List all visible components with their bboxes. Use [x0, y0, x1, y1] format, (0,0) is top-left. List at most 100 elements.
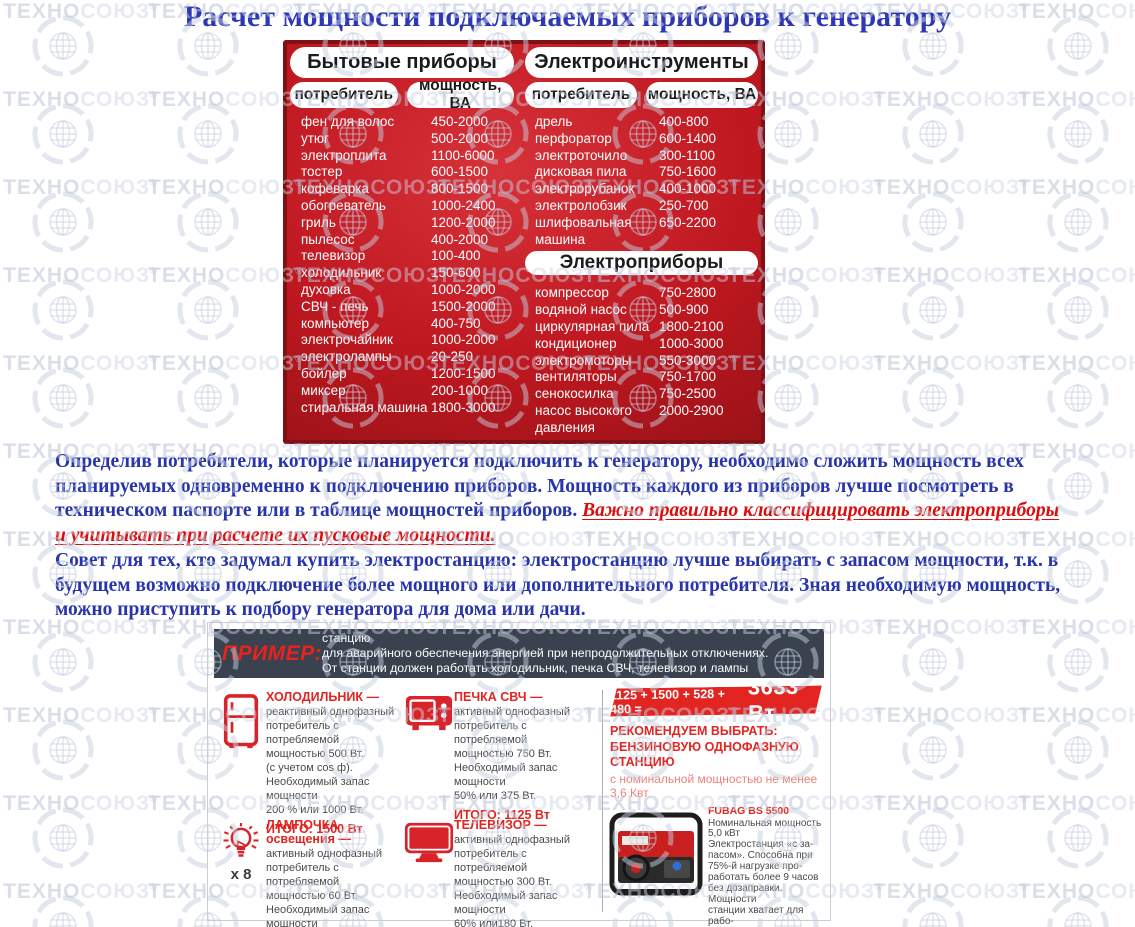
row-consumer: утюг	[301, 130, 329, 146]
watermark-text: ТЕХНОСОЮЗ®	[873, 880, 1029, 903]
generator-image	[606, 805, 706, 927]
column-divider	[602, 690, 603, 912]
row-consumer: миксер	[301, 382, 346, 398]
table-row: духовка 1000-2000	[290, 282, 514, 299]
row-consumer: электромоторы	[535, 352, 632, 368]
watermark-globe-icon	[901, 806, 965, 870]
row-power-range: 1100-6000	[431, 147, 495, 163]
table-row: циркулярная пила 1800-2100	[525, 319, 758, 336]
sum-formula: 1125 + 1500 + 528 + 480 =	[609, 686, 726, 717]
watermark-text: ТЕХНОСОЮЗ®	[3, 352, 159, 375]
watermark-text: ТЕХНОСОЮЗ®	[3, 792, 159, 815]
watermark-text: ТЕХНОСОЮЗ®	[3, 880, 159, 903]
row-consumer: шлифовальная машина	[535, 214, 632, 247]
watermark-globe-icon	[31, 718, 95, 782]
table-row: бойлер 1200-1500	[290, 366, 514, 383]
paragraph-advice-2: Совет для тех, кто задумал купить электр…	[55, 550, 1061, 621]
consumer-subheader: потребитель	[290, 82, 398, 108]
sum-result: 3633 Вт	[747, 673, 799, 726]
table-row: обогреватель 1000-2400	[290, 198, 514, 215]
item-description: активный однофазный потребитель с потреб…	[454, 706, 570, 802]
watermark-text: ТЕХНОСОЮЗ®	[1018, 176, 1135, 199]
row-power-range: 1000-3000	[659, 335, 724, 351]
table-row: электрочайник 1000-2000	[290, 332, 514, 349]
row-power-range: 750-2500	[659, 386, 717, 402]
row-power-range: 1000-2000	[431, 332, 496, 348]
watermark-text: ТЕХНОСОЮЗ®	[1018, 792, 1135, 815]
row-consumer: электролобзик	[535, 197, 627, 213]
watermark-globe-icon	[1046, 278, 1110, 342]
household-subheaders: потребитель мощность, ВА	[290, 77, 514, 112]
watermark-globe-icon	[1046, 630, 1110, 694]
row-consumer: кондиционер	[535, 335, 617, 351]
row-power-range: 300-1100	[659, 147, 716, 163]
row-consumer: дисковая пила	[535, 164, 627, 180]
watermark-globe-icon	[901, 102, 965, 166]
watermark-globe-icon	[1046, 894, 1110, 927]
watermark-globe-icon	[31, 102, 95, 166]
row-power-range: 750-1600	[659, 164, 717, 180]
row-consumer: электроплита	[301, 147, 387, 163]
watermark-globe-icon	[901, 630, 965, 694]
row-consumer: компрессор	[535, 285, 609, 301]
watermark-globe-icon	[176, 366, 240, 430]
watermark-globe-icon	[1046, 718, 1110, 782]
watermark-globe-icon	[31, 190, 95, 254]
row-power-range: 100-400	[431, 248, 481, 264]
row-power-range: 1000-2000	[431, 281, 496, 297]
table-row: утюг 500-2000	[290, 131, 514, 148]
item-title: ЛАМПОЧКА освещения —	[266, 818, 351, 846]
table-row: дисковая пила 750-1600	[525, 164, 758, 181]
generator-model-name: FUBAG BS 5500	[708, 804, 790, 817]
example-label: ПРИМЕР:	[222, 641, 322, 665]
watermark-text: ТЕХНОСОЮЗ®	[1018, 264, 1135, 287]
recommend-line-2: БЕНЗИНОВУЮ ОДНОФАЗНУЮ СТАНЦИЮ	[610, 739, 799, 770]
table-row: вентиляторы 750-1700	[525, 369, 758, 386]
table-row: гриль 1200-2000	[290, 215, 514, 232]
row-consumer: обогреватель	[301, 197, 386, 213]
table-row: электроплита 1100-6000	[290, 148, 514, 165]
row-power-range: 400-1000	[659, 181, 717, 197]
row-power-range: 500-2000	[431, 130, 489, 146]
row-consumer: стиральная машина	[301, 399, 428, 415]
power-subheader: мощность, ВА	[406, 77, 514, 112]
row-consumer: компьютер	[301, 315, 370, 331]
row-power-range: 400-800	[659, 114, 709, 129]
table-row: перфоратор 600-1400	[525, 131, 758, 148]
row-power-range: 500-900	[659, 302, 709, 318]
watermark-text: ТЕХНОСОЮЗ®	[3, 88, 159, 111]
watermark-globe-icon	[31, 894, 95, 927]
table-row: сенокосилка 750-2500	[525, 386, 758, 403]
row-power-range: 200-1000	[431, 382, 489, 398]
tools-subheaders: потребитель мощность, ВА	[525, 82, 758, 108]
consumer-subheader: потребитель	[525, 82, 637, 108]
watermark-globe-icon	[756, 102, 820, 166]
watermark-text: ТЕХНОСОЮЗ®	[3, 176, 159, 199]
row-consumer: электроточило	[535, 147, 628, 163]
power-subheader: мощность, ВА	[646, 82, 758, 108]
household-rows: фен для волос 450-2000 утюг 500-2000 электро…	[290, 114, 514, 416]
example-header-band: ПРИМЕР: Летом на даче бывают перебои с э…	[214, 616, 824, 690]
watermark-globe-icon	[756, 366, 820, 430]
example-item-microwave: ПЕЧКА СВЧ — активный однофазный потребит…	[402, 688, 600, 822]
watermark-globe-icon	[901, 278, 965, 342]
table-row: фен для волос 450-2000	[290, 114, 514, 131]
row-power-range: 1000-2400	[431, 197, 496, 213]
watermark-text: ТЕХНОСОЮЗ®	[148, 264, 304, 287]
table-row: холодильник 150-600	[290, 265, 514, 282]
appliances-rows: компрессор 750-2800 водяной насос 500-900 ци…	[525, 285, 758, 436]
watermark-globe-icon	[1046, 102, 1110, 166]
table-row: электролобзик 250-700	[525, 198, 758, 215]
table-row: электроточило 300-1100	[525, 148, 758, 165]
watermark-text: ТЕХНОСОЮЗ®	[1018, 880, 1135, 903]
row-consumer: водяной насос	[535, 302, 627, 318]
watermark-globe-icon	[901, 718, 965, 782]
watermark-globe-icon	[756, 190, 820, 254]
row-consumer: насос высокого давления	[535, 402, 632, 435]
watermark-text: ТЕХНОСОЮЗ®	[148, 88, 304, 111]
paragraph-advice-1: Определив потребители, которые планирует…	[55, 450, 1069, 548]
table-row: шлифовальная машина 650-2200	[525, 215, 758, 249]
watermark-text: ТЕХНОСОЮЗ®	[873, 88, 1029, 111]
watermark-globe-icon	[31, 806, 95, 870]
